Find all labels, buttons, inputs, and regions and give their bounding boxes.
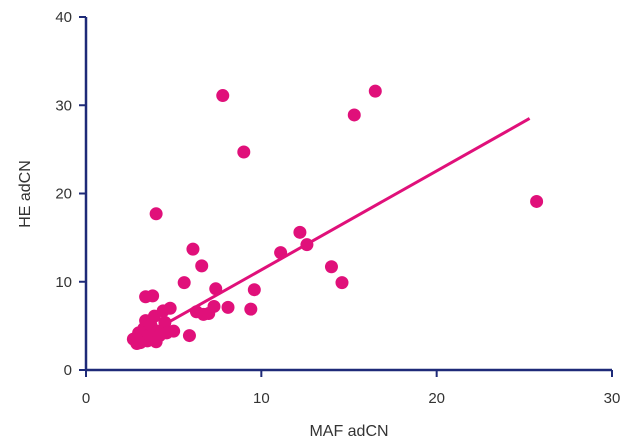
axes: 0 10 20 30 40 0 10 20 30 — [55, 9, 620, 407]
data-point — [221, 300, 235, 314]
data-point — [146, 289, 160, 303]
data-point — [244, 302, 258, 316]
y-tick-label: 20 — [55, 186, 72, 203]
data-point — [177, 276, 191, 290]
data-point — [237, 145, 251, 159]
data-point — [216, 89, 230, 103]
trendline-group — [137, 117, 531, 341]
trendline — [137, 117, 531, 341]
data-point — [347, 108, 361, 122]
data-point — [167, 324, 181, 338]
x-axis-title: MAF adCN — [309, 423, 388, 440]
data-point — [300, 238, 314, 252]
data-point — [324, 260, 338, 274]
data-point — [207, 299, 221, 313]
data-point — [530, 194, 544, 208]
data-point — [247, 283, 261, 297]
y-tick-label: 40 — [55, 9, 72, 26]
data-point — [149, 207, 163, 221]
y-tick-label: 10 — [55, 274, 72, 291]
points-group — [126, 84, 544, 351]
data-point — [335, 276, 349, 290]
y-tick-label: 0 — [64, 362, 72, 379]
data-point — [182, 329, 196, 343]
data-point — [195, 259, 209, 273]
x-tick-label: 10 — [253, 390, 270, 407]
data-point — [158, 315, 172, 329]
y-axis-title: HE adCN — [17, 160, 34, 228]
data-point — [209, 282, 223, 296]
data-point — [163, 301, 177, 315]
data-point — [368, 84, 382, 98]
y-tick-label: 30 — [55, 97, 72, 114]
data-point — [274, 246, 288, 260]
x-tick-label: 20 — [428, 390, 445, 407]
data-point — [186, 242, 200, 256]
data-point — [293, 225, 307, 239]
x-tick-label: 0 — [82, 390, 90, 407]
x-tick-label: 30 — [604, 390, 621, 407]
